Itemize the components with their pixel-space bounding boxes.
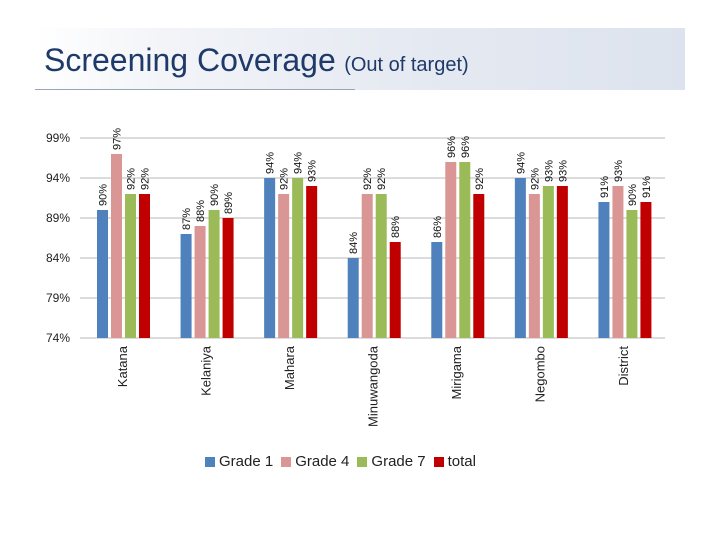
data-label: 91% — [599, 176, 611, 198]
data-label: 96% — [446, 136, 458, 158]
bar — [612, 186, 624, 338]
x-tick-label: Mirigama — [449, 345, 464, 399]
data-label: 97% — [112, 128, 124, 150]
chart-legend: Grade 1 Grade 4 Grade 7 total — [205, 453, 476, 470]
bar — [222, 218, 234, 338]
data-label: 88% — [195, 200, 207, 222]
data-label: 88% — [390, 216, 402, 238]
data-label: 94% — [265, 152, 277, 174]
data-label: 90% — [98, 184, 110, 206]
legend-item: Grade 1 — [205, 453, 273, 470]
x-tick-label: Negombo — [533, 346, 548, 402]
legend-swatch — [281, 456, 292, 467]
y-tick-label: 84% — [46, 251, 70, 265]
title-subtitle: (Out of target) — [344, 54, 469, 76]
legend-swatch — [357, 456, 368, 467]
y-tick-label: 79% — [46, 291, 70, 305]
bar — [97, 210, 108, 338]
legend-swatch — [433, 456, 444, 467]
bar — [125, 194, 136, 338]
data-label: 93% — [557, 160, 569, 182]
bar — [264, 178, 276, 338]
bar — [598, 202, 610, 338]
data-label: 93% — [307, 160, 319, 182]
bar — [640, 202, 652, 338]
data-label: 92% — [474, 168, 486, 190]
data-label: 92% — [140, 168, 152, 190]
bar — [389, 242, 401, 338]
bar — [431, 242, 443, 338]
bar — [361, 194, 373, 338]
title-underline — [35, 89, 355, 90]
title-band — [35, 28, 685, 90]
data-label: 86% — [432, 216, 444, 238]
data-label: 92% — [362, 168, 374, 190]
data-label: 93% — [613, 160, 625, 182]
bar — [556, 186, 568, 338]
legend-label: total — [447, 453, 476, 470]
bar — [514, 178, 526, 338]
bar — [473, 194, 485, 338]
bar — [375, 194, 387, 338]
legend-label: Grade 1 — [219, 453, 274, 470]
data-label: 92% — [279, 168, 291, 190]
bar — [445, 162, 457, 338]
y-tick-label: 94% — [46, 171, 70, 185]
data-label: 89% — [223, 192, 235, 214]
data-label: 91% — [641, 176, 653, 198]
bar — [111, 154, 122, 338]
bar — [278, 194, 290, 338]
data-label: 90% — [627, 184, 639, 206]
legend-swatch — [205, 456, 215, 467]
x-tick-label: Mahara — [282, 345, 297, 390]
slide-title: Screening Coverage (Out of target) — [44, 42, 469, 79]
legend-item: Grade 4 — [281, 453, 349, 470]
x-tick-label: Kelaniya — [198, 345, 213, 396]
x-tick-label: District — [616, 346, 631, 386]
bar — [194, 226, 206, 338]
data-label: 96% — [460, 136, 472, 158]
bar — [180, 234, 192, 338]
data-label: 92% — [126, 168, 138, 190]
data-label: 87% — [181, 208, 193, 230]
data-label: 84% — [348, 232, 360, 254]
data-label: 92% — [376, 168, 388, 190]
legend-item: Grade 7 — [357, 453, 426, 470]
bar — [542, 186, 554, 338]
x-tick-label: Katana — [115, 345, 130, 387]
bar — [292, 178, 304, 338]
y-tick-label: 74% — [46, 331, 70, 345]
bar — [528, 194, 540, 338]
bar — [208, 210, 220, 338]
legend-label: Grade 7 — [371, 453, 426, 470]
data-label: 94% — [515, 152, 527, 174]
legend-item: total — [433, 453, 476, 470]
y-tick-label: 89% — [46, 211, 70, 225]
bar — [139, 194, 150, 338]
bar — [626, 210, 638, 338]
data-label: 94% — [293, 152, 305, 174]
data-label: 93% — [543, 160, 555, 182]
data-label: 92% — [529, 168, 541, 190]
bar — [306, 186, 318, 338]
bar — [347, 258, 359, 338]
bar — [459, 162, 471, 338]
title-main: Screening Coverage — [44, 42, 336, 78]
x-tick-label: Minuwangoda — [366, 345, 381, 427]
legend-label: Grade 4 — [295, 453, 350, 470]
data-label: 90% — [209, 184, 221, 206]
y-tick-label: 99% — [46, 131, 70, 145]
